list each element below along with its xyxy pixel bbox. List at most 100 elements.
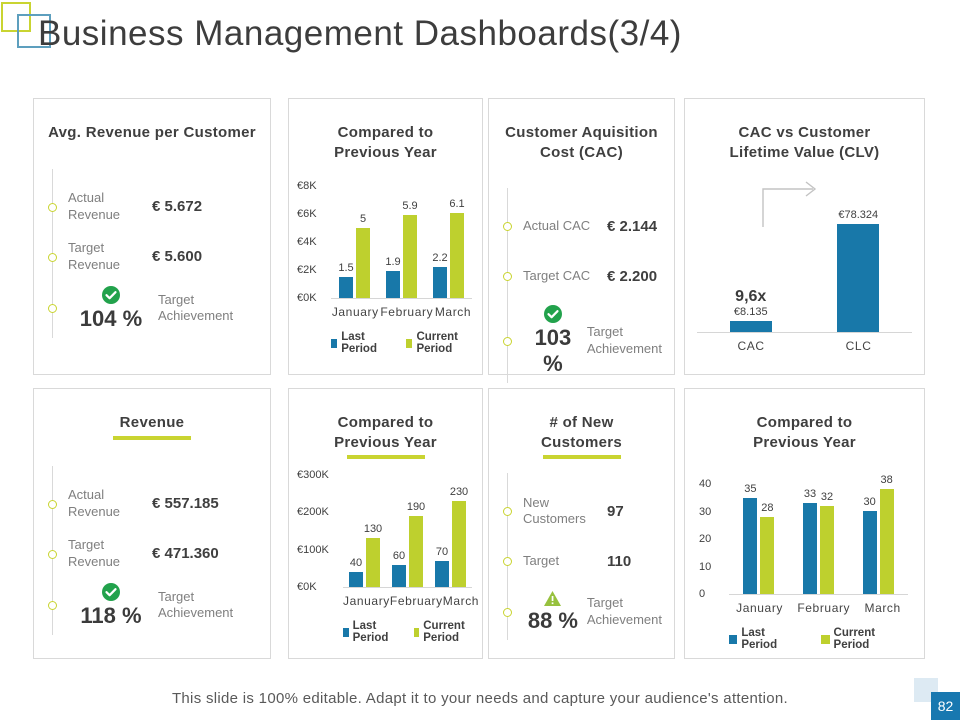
bar-value-label: 28 — [761, 502, 774, 515]
legend-item-current-period: Current Period — [413, 620, 472, 644]
bar-group-cac: 9,6x €8.135 — [729, 288, 772, 332]
achievement-label: Target Achievement — [158, 588, 234, 620]
panel-title: Customer Aquisition Cost (CAC) — [505, 124, 658, 161]
x-axis-label-cac: CAC — [737, 339, 765, 353]
bullet-icon — [503, 557, 512, 566]
check-circle-icon — [102, 285, 120, 304]
panel-avg-revenue-chart: Compared to Previous Year €8K €6K €4K €2K €0… — [288, 98, 483, 375]
kpi-label: Target Revenue — [68, 537, 121, 569]
chart-legend: Last Period Current Period — [729, 627, 908, 651]
legend-item-last-period: Last Period — [729, 627, 799, 651]
x-axis-label-february: February — [389, 594, 443, 608]
y-tick-label: 40 — [699, 478, 712, 490]
y-tick-label: €100K — [297, 543, 329, 556]
title-underline — [113, 435, 191, 440]
panel-title: # of New Customers — [540, 414, 623, 451]
kpi-value: € 5.672 — [152, 198, 203, 215]
bullet-icon — [503, 336, 512, 346]
y-tick-label: 20 — [699, 533, 712, 545]
panel-title: Compared to Previous Year — [753, 414, 856, 451]
check-circle-icon — [102, 582, 120, 601]
chart-legend: Last Period Current Period — [343, 620, 472, 644]
y-tick-label: €300K — [297, 469, 329, 481]
bar-value-label: 40 — [349, 557, 363, 570]
legend-swatch-icon — [406, 338, 413, 348]
kpi-row-target-achievement: 103 % Target Achievement — [503, 304, 662, 377]
title-underline — [542, 455, 621, 459]
bar-value-label: 32 — [820, 491, 834, 504]
y-tick-label: €0K — [297, 292, 317, 304]
legend-item-current-period: Current Period — [406, 331, 472, 355]
achievement-label: Target Achievement — [586, 324, 662, 356]
bar-january-last-period: 40 — [349, 557, 363, 587]
y-tick-label: €0K — [297, 581, 317, 593]
bar-march-current-period: 38 — [879, 474, 894, 594]
x-axis-labels: January February March — [343, 594, 478, 608]
bar-value-label: 190 — [406, 501, 426, 514]
kpi-row-target-achievement: 104 % Target Achievement — [48, 285, 258, 332]
x-axis-label-march: March — [864, 601, 901, 615]
panel-revenue: Revenue Actual Revenue € 557.185 Target … — [33, 388, 271, 659]
bar-march-last-period: 30 — [862, 496, 877, 594]
bar-group-march: 70 230 — [435, 486, 468, 587]
kpi-label: New Customers — [523, 494, 586, 526]
legend-swatch-icon — [821, 634, 830, 644]
kpi-body: Actual CAC € 2.144 Target CAC € 2.200 10… — [503, 188, 662, 383]
bar-march-last-period: 70 — [435, 546, 449, 587]
check-circle-icon — [543, 305, 562, 323]
y-tick-label: €4K — [297, 236, 317, 248]
bar-chart-revenue: €300K €200K €100K €0K 40 130 60 190 70 230 January… — [297, 469, 478, 644]
kpi-label: Actual Revenue — [68, 487, 121, 519]
bar-january-current-period: 28 — [760, 502, 775, 594]
multiplier-annotation: 9,6x — [735, 287, 767, 305]
footer-note: This slide is 100% editable. Adapt it to… — [171, 690, 789, 707]
plot-area: 40 130 60 190 70 230 — [343, 475, 472, 588]
bar-march-current-period: 230 — [450, 486, 468, 587]
kpi-row-actual-cac: Actual CAC € 2.144 — [503, 204, 662, 248]
bar-group-march: 2.2 6.1 — [432, 198, 465, 298]
x-axis-labels: January February March — [729, 601, 908, 615]
corner-square-blue-icon — [17, 14, 51, 48]
bar-january-current-period: 5 — [356, 213, 370, 298]
legend-swatch-icon — [729, 634, 738, 644]
kpi-row-target-revenue: Target Revenue € 5.600 — [48, 235, 258, 279]
kpi-row-target-cac: Target CAC € 2.200 — [503, 254, 662, 298]
bar-group-march: 30 38 — [862, 474, 894, 594]
x-axis-label-march: March — [434, 305, 472, 319]
kpi-label: Actual CAC — [523, 217, 591, 233]
bullet-icon — [48, 601, 57, 610]
increase-arrow-icon — [762, 181, 817, 227]
kpi-value: € 2.200 — [607, 267, 658, 285]
bar-value-label: 2.2 — [432, 252, 448, 265]
panel-avg-revenue-per-customer: Avg. Revenue per Customer Actual Revenue… — [33, 98, 271, 375]
y-tick-label: 30 — [699, 505, 712, 518]
bullet-icon — [503, 507, 512, 516]
bullet-icon — [503, 222, 512, 231]
kpi-row-actual-revenue: Actual Revenue € 557.185 — [48, 482, 258, 526]
bar-value-label: 60 — [392, 550, 406, 563]
kpi-row-target: Target 110 — [503, 539, 662, 583]
legend-item-last-period: Last Period — [343, 620, 392, 644]
bullet-icon — [48, 549, 57, 559]
page-title: Business Management Dashboards(3/4) — [38, 14, 682, 53]
bar-group-january: 1.5 5 — [338, 213, 370, 298]
x-axis-label-january: January — [331, 305, 379, 319]
kpi-body: New Customers 97 Target 110 88 % Target … — [503, 473, 662, 640]
timeline-line — [507, 473, 508, 640]
legend-item-current-period: Current Period — [821, 627, 908, 651]
bullet-icon — [503, 272, 512, 281]
kpi-value: € 5.600 — [152, 248, 203, 265]
x-axis-label-march: March — [442, 594, 480, 608]
panel-revenue-chart: Compared to Previous Year €300K €200K €100… — [288, 388, 483, 659]
panel-cac-vs-clv-chart: CAC vs Customer Lifetime Value (CLV) 9,6… — [684, 98, 925, 375]
bar-chart-avg-revenue: €8K €6K €4K €2K €0K 1.5 5 1.9 5.9 2.2 6.1 January Fe… — [297, 180, 472, 355]
bar-february-current-period: 190 — [407, 501, 425, 587]
bar-group-february: 1.9 5.9 — [385, 200, 418, 298]
title-underline — [346, 455, 425, 459]
bar-group-february: 60 190 — [392, 501, 425, 587]
legend-item-last-period: Last Period — [331, 331, 384, 355]
bar-january-last-period: 35 — [743, 483, 758, 594]
timeline-line — [507, 188, 508, 383]
kpi-body: Actual Revenue € 5.672 Target Revenue € … — [48, 168, 258, 338]
